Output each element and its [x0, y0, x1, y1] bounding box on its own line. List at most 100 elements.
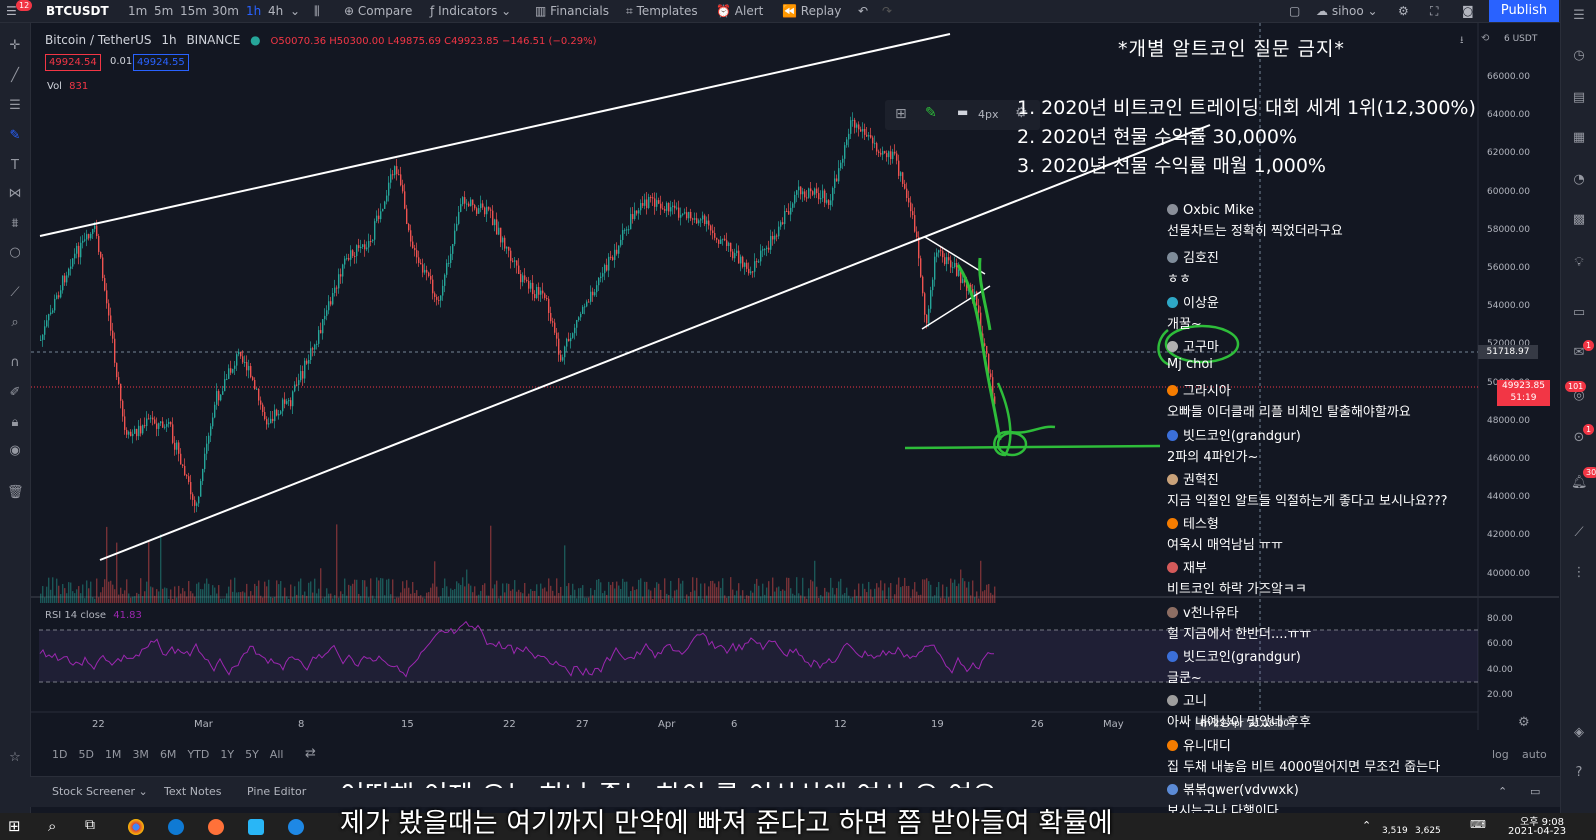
period-1m[interactable]: 1M	[104, 748, 122, 761]
eye-icon[interactable]: ◉	[9, 443, 21, 458]
wedge-upper-line[interactable]	[924, 236, 986, 275]
line-width-icon[interactable]: ▬	[957, 105, 969, 119]
news-icon[interactable]: ▦	[1572, 130, 1586, 145]
buy-price-button[interactable]: 49924.55	[133, 54, 189, 71]
ruler-icon[interactable]: ⟋	[10, 285, 20, 300]
ie-icon[interactable]	[288, 819, 304, 835]
period-all[interactable]: All	[269, 748, 284, 761]
green-arc-drawing[interactable]	[1157, 329, 1171, 367]
firefox-icon[interactable]	[208, 819, 224, 835]
replay-button[interactable]: ⏪ Replay	[782, 4, 841, 18]
green-support-line[interactable]	[904, 444, 1161, 450]
data-window-icon[interactable]: ▤	[1572, 90, 1586, 105]
pencil-color-icon[interactable]: ✎	[925, 105, 937, 121]
alert-button[interactable]: ⏰ Alert	[716, 4, 763, 18]
windows-start-icon[interactable]: ⊞	[8, 817, 21, 835]
layers-icon[interactable]: ◈	[1574, 725, 1584, 740]
edge-icon[interactable]	[168, 819, 184, 835]
menu-icon[interactable]: ☰	[6, 4, 17, 18]
lock-drawing-icon[interactable]: ✐	[9, 385, 21, 400]
magnet-icon[interactable]: ∩	[10, 355, 20, 370]
interval-15m[interactable]: 15m	[180, 4, 207, 18]
drawing-floating-toolbar[interactable]	[885, 100, 1040, 130]
crosshair-icon[interactable]: ✛	[9, 38, 21, 53]
text-icon[interactable]: T	[11, 158, 19, 173]
interval-5m[interactable]: 5m	[154, 4, 174, 18]
chart-trend-icon[interactable]: ⟋	[1574, 525, 1584, 540]
tab-pine-editor[interactable]: Pine Editor	[247, 785, 307, 798]
maximize-panel-icon[interactable]: ▭	[1530, 785, 1541, 798]
currency-label[interactable]: 6 USDT	[1504, 34, 1538, 44]
interval-1h[interactable]: 1h	[246, 4, 262, 18]
wedge-lower-line[interactable]	[921, 285, 991, 330]
period-5d[interactable]: 5D	[78, 748, 94, 761]
broadcast-icon[interactable]: ⊙	[1573, 430, 1585, 445]
tab-text-notes[interactable]: Text Notes	[164, 785, 222, 798]
lower-channel-line[interactable]	[99, 124, 1211, 561]
help-icon[interactable]: ?	[1575, 765, 1583, 780]
gear-icon[interactable]: ⚙	[1398, 4, 1409, 18]
clock-time[interactable]: 오후 9:08	[1520, 817, 1565, 828]
shapes-icon[interactable]: ○	[9, 245, 21, 260]
notifications-icon[interactable]: 🔔︎	[1571, 475, 1588, 490]
green-circle-chat-drawing[interactable]	[1164, 324, 1240, 364]
clock-date[interactable]: 2021-04-23	[1508, 826, 1567, 837]
layout-icon[interactable]: ▢	[1289, 4, 1301, 18]
tab-stock-screener[interactable]: Stock Screener ⌄	[52, 785, 148, 798]
symbol-search[interactable]: BTCUSDT	[46, 4, 109, 18]
reset-scale-icon[interactable]: ⟲	[1481, 33, 1490, 44]
redo-icon[interactable]: ↷	[882, 4, 893, 18]
rsi-legend[interactable]: RSI 14 close 41.83	[45, 610, 142, 621]
messages-icon[interactable]: ✉	[1573, 345, 1585, 360]
cloud-icon[interactable]: ☁ sihoo ⌄	[1316, 4, 1378, 18]
line-width-label[interactable]: 4px	[978, 108, 999, 121]
chevron-down-icon[interactable]: ⌄	[290, 4, 301, 18]
horizontal-lines-icon[interactable]: ☰	[9, 98, 21, 113]
lock-icon[interactable]: 🔒︎	[11, 415, 19, 430]
interval-4h[interactable]: 4h	[268, 4, 284, 18]
period-1y[interactable]: 1Y	[220, 748, 235, 761]
watchlist-icon[interactable]: ☰	[1573, 8, 1585, 23]
chrome-icon[interactable]	[128, 819, 144, 835]
sell-price-button[interactable]: 49924.54	[45, 54, 101, 71]
financials-button[interactable]: ▥ Financials	[535, 4, 609, 18]
zoom-icon[interactable]: ⌕	[11, 315, 19, 330]
prediction-icon[interactable]: ⩩	[11, 216, 19, 231]
app-bird-icon[interactable]	[248, 819, 264, 835]
green-target-drawing[interactable]	[993, 382, 1056, 457]
keyboard-icon[interactable]: ⌨	[1470, 818, 1486, 831]
period-6m[interactable]: 6M	[159, 748, 177, 761]
trend-line-icon[interactable]: ╱	[11, 68, 19, 83]
idea-icon[interactable]: 💡︎	[1574, 255, 1584, 270]
order-panel-icon[interactable]: ⋮	[1572, 565, 1586, 580]
pen-icon[interactable]: ✎	[9, 128, 21, 143]
task-view-icon[interactable]: ⧉	[85, 817, 95, 833]
chat-icon[interactable]: ▭	[1572, 305, 1586, 320]
symbol-title[interactable]: Bitcoin / TetherUS	[45, 33, 152, 47]
undo-icon[interactable]: ↶	[858, 4, 869, 18]
auto-scale-toggle[interactable]: auto	[1522, 748, 1547, 761]
candles-icon[interactable]: ⫼	[314, 4, 320, 18]
period-5y[interactable]: 5Y	[245, 748, 259, 761]
period-3m[interactable]: 3M	[132, 748, 149, 761]
green-wave-drawing-2[interactable]	[978, 257, 992, 331]
templates-button[interactable]: ⌗ Templates	[626, 4, 698, 19]
pattern-icon[interactable]: ⋈	[8, 186, 22, 201]
axis-settings-icon[interactable]: ⚙	[1518, 715, 1530, 730]
date-range-icon[interactable]: ⇄	[305, 746, 316, 761]
green-wave-drawing[interactable]	[956, 264, 1002, 441]
log-scale-toggle[interactable]: log	[1492, 748, 1509, 761]
drag-grid-icon[interactable]: ⊞	[895, 106, 907, 122]
upper-channel-line[interactable]	[39, 33, 951, 237]
interval-30m[interactable]: 30m	[212, 4, 239, 18]
drawing-settings-icon[interactable]: ⚙	[1015, 105, 1028, 121]
tray-chevron-icon[interactable]: ⌃	[1362, 819, 1372, 832]
hotlist-icon[interactable]: ◔	[1573, 172, 1585, 187]
streams-icon[interactable]: ◎	[1573, 388, 1585, 403]
indicators-button[interactable]: ƒ Indicators ⌄	[430, 4, 512, 18]
green-circle-drawing[interactable]	[996, 431, 1028, 457]
collapse-panel-icon[interactable]: ⌃	[1498, 785, 1508, 798]
publish-button[interactable]: Publish	[1489, 0, 1559, 22]
camera-icon[interactable]: ◙	[1462, 4, 1474, 18]
